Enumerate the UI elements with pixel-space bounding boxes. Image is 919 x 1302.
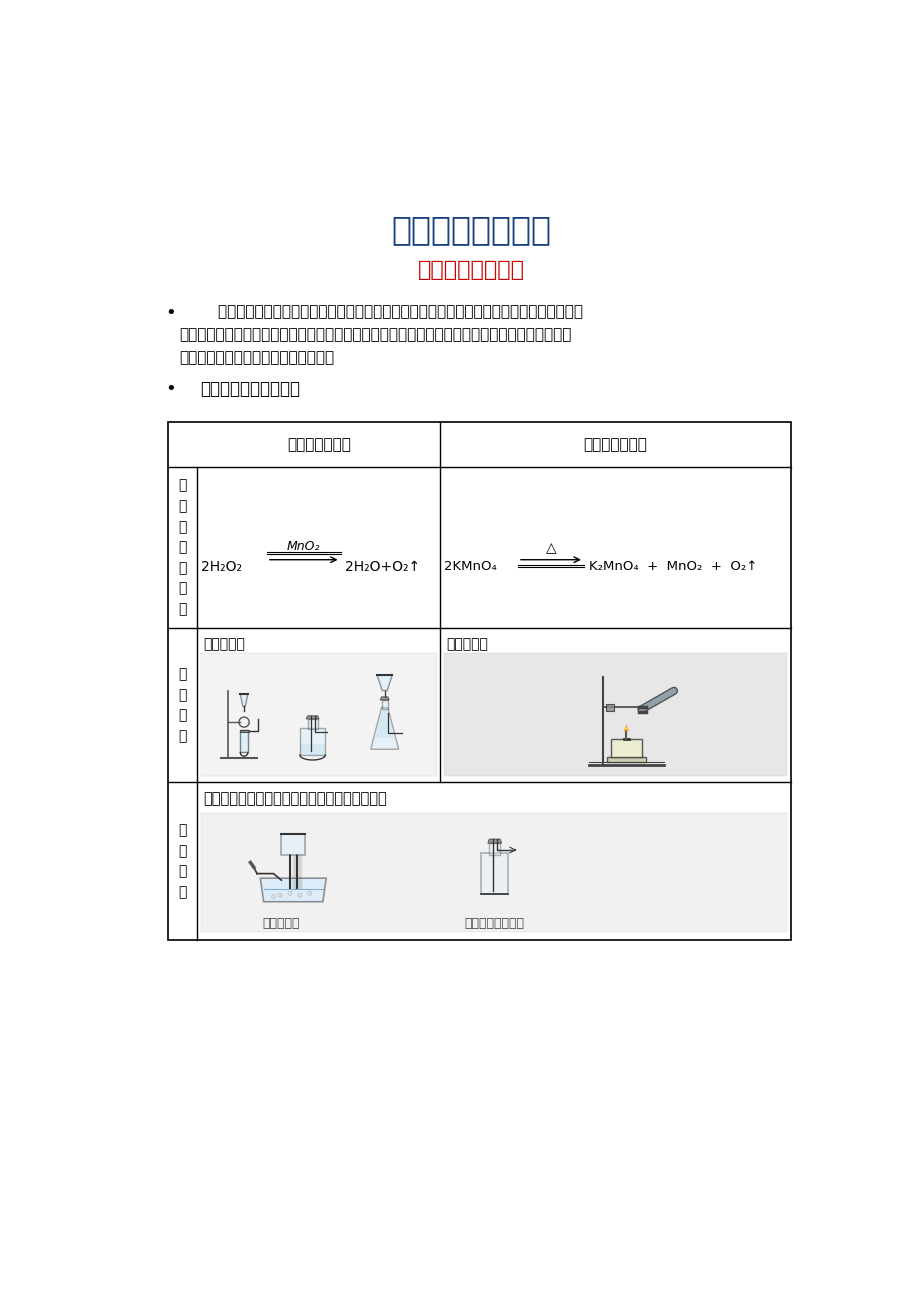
Text: 氧气的制取和收集: 氧气的制取和收集 (417, 260, 525, 280)
Bar (240, 730, 247, 753)
Bar (307, 719, 317, 729)
Bar (607, 756, 645, 762)
Text: •: • (165, 305, 176, 322)
Text: 2KMnO₄: 2KMnO₄ (444, 560, 496, 573)
Polygon shape (306, 716, 319, 719)
Text: 2H₂O₂: 2H₂O₂ (201, 560, 242, 574)
Text: 发
生
装
置: 发 生 装 置 (178, 668, 187, 743)
Bar (489, 844, 500, 854)
Polygon shape (487, 840, 501, 844)
Text: 高锰酸钾制氧气: 高锰酸钾制氧气 (583, 436, 647, 452)
Polygon shape (380, 697, 389, 700)
Bar (444, 652, 786, 776)
Bar (281, 835, 305, 855)
Text: 实验室制取收集氧气：: 实验室制取收集氧气： (200, 380, 300, 397)
Text: 过氧化氢制氧气: 过氧化氢制氧气 (287, 436, 350, 452)
Text: 排水法收集: 排水法收集 (263, 917, 300, 930)
Text: 固体加热型: 固体加热型 (447, 638, 488, 651)
Text: 新编化学精品资料: 新编化学精品资料 (391, 214, 550, 246)
Circle shape (308, 892, 312, 896)
Bar (300, 745, 325, 755)
Bar (481, 853, 508, 894)
Polygon shape (240, 694, 247, 706)
Text: MnO₂: MnO₂ (287, 540, 320, 553)
Text: K₂MnO₄  +  MnO₂  +  O₂↑: K₂MnO₄ + MnO₂ + O₂↑ (588, 560, 756, 573)
Text: •: • (165, 380, 176, 397)
Bar (167, 422, 790, 940)
Bar (606, 704, 614, 711)
Bar (381, 700, 388, 708)
Bar (201, 652, 437, 776)
Polygon shape (623, 724, 629, 732)
Text: 且要触类旁通，逐步掌握实验室制取气体的一般思路和方法。中考对制取氧气的考查主要集中在药: 且要触类旁通，逐步掌握实验室制取气体的一般思路和方法。中考对制取氧气的考查主要集… (179, 327, 571, 342)
Polygon shape (377, 674, 391, 690)
Text: △: △ (545, 542, 556, 555)
Circle shape (278, 893, 282, 897)
Polygon shape (260, 878, 326, 902)
Text: 氧气的制取是初中化学的重点，也是历年中考的热点。我们不仅要学好氧气制取的知识，而: 氧气的制取是初中化学的重点，也是历年中考的热点。我们不仅要学好氧气制取的知识，而 (179, 305, 583, 319)
Bar (201, 812, 786, 932)
Bar (611, 740, 641, 758)
Circle shape (271, 894, 275, 898)
Text: 2H₂O+O₂↑: 2H₂O+O₂↑ (345, 560, 420, 574)
Polygon shape (370, 707, 398, 749)
Bar (300, 728, 325, 755)
Text: 药
品
和
反
应
原
理: 药 品 和 反 应 原 理 (178, 479, 187, 616)
Polygon shape (375, 707, 394, 738)
Text: 氧气可用排水法收集，也可用向上排空气法收集: 氧气可用排水法收集，也可用向上排空气法收集 (203, 792, 387, 806)
Bar (239, 729, 248, 732)
Text: 固液常温型: 固液常温型 (203, 638, 245, 651)
Circle shape (288, 892, 291, 896)
Text: 品选用、实验装置、操作步骤等方面。: 品选用、实验装置、操作步骤等方面。 (179, 350, 335, 366)
Polygon shape (624, 727, 627, 729)
Text: 向上排空气法收集: 向上排空气法收集 (464, 917, 524, 930)
Circle shape (298, 893, 301, 897)
Text: 收
集
装
置: 收 集 装 置 (178, 823, 187, 900)
